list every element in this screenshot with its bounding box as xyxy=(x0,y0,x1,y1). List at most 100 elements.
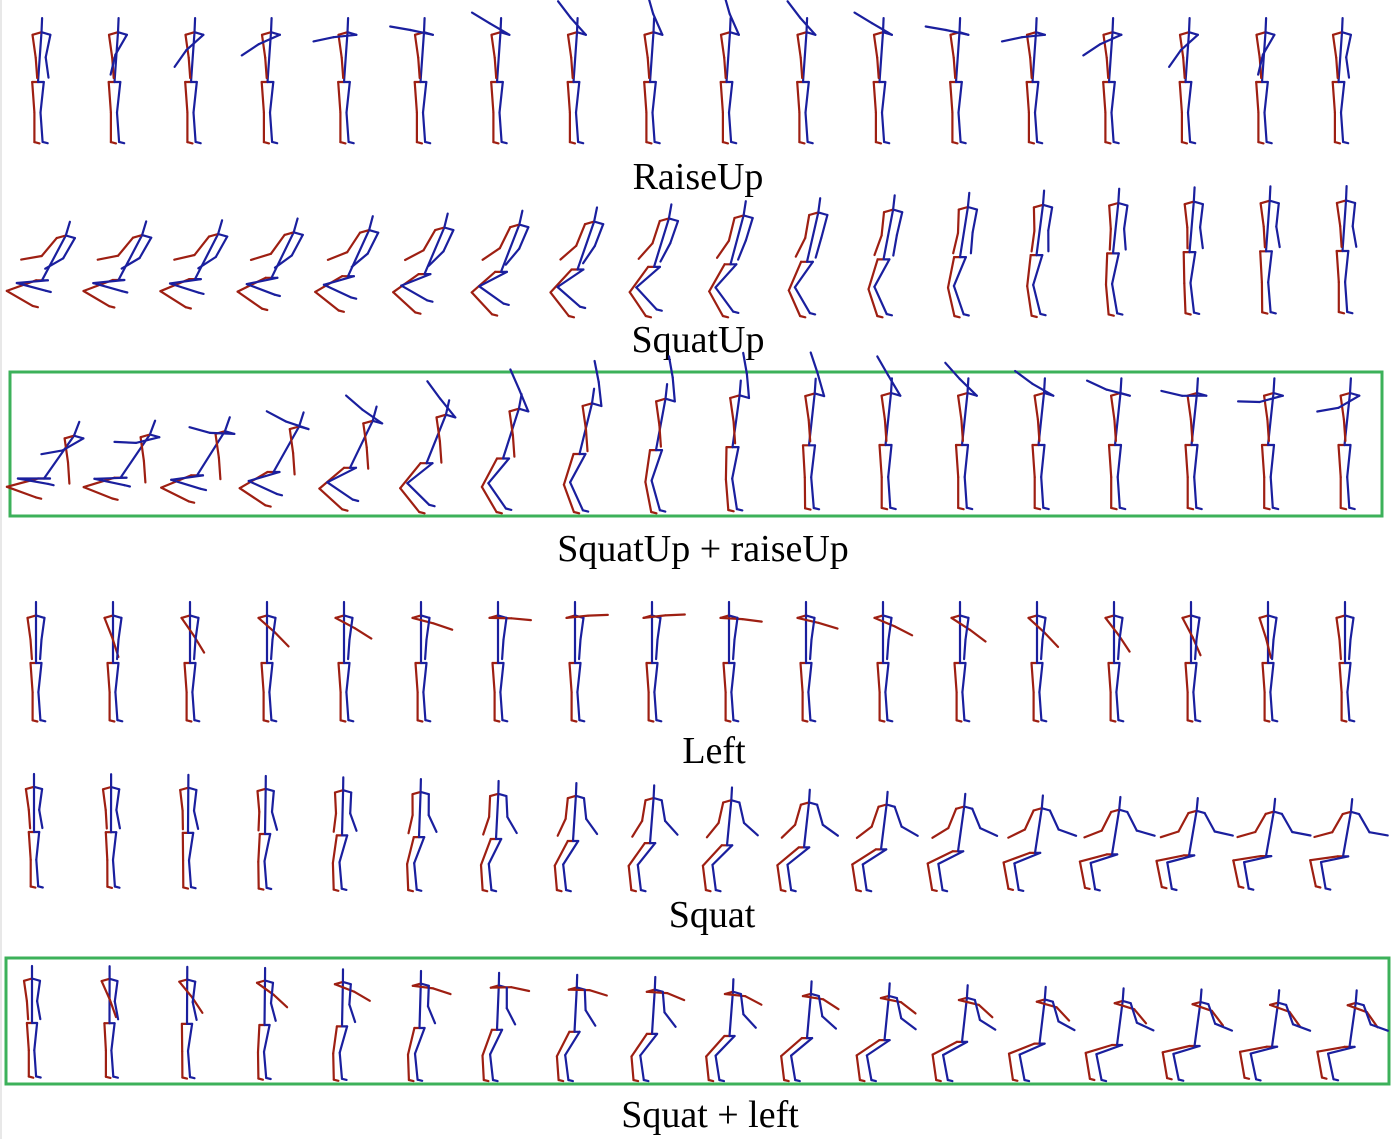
left-clavicle xyxy=(957,205,970,211)
right-thigh xyxy=(187,831,195,862)
head xyxy=(1199,988,1203,1004)
right-foot xyxy=(502,302,510,306)
left-upper-arm xyxy=(1335,616,1341,641)
right-clavicle xyxy=(1121,999,1132,1005)
left-clavicle xyxy=(1335,199,1348,205)
left-thigh xyxy=(954,443,960,479)
right-shin xyxy=(338,861,343,890)
right-clavicle xyxy=(728,31,741,36)
left-foot xyxy=(1109,719,1117,723)
left-thigh xyxy=(470,270,497,294)
right-foot xyxy=(504,507,513,511)
left-foot xyxy=(858,1078,866,1083)
left-thigh xyxy=(413,80,418,114)
right-thigh xyxy=(39,80,45,114)
right-clavicle xyxy=(64,234,77,240)
right-shin xyxy=(1242,861,1250,890)
left-upper-arm xyxy=(1023,809,1035,831)
left-foot xyxy=(779,888,787,893)
right-foot xyxy=(889,506,897,511)
left-clavicle xyxy=(719,31,732,36)
right-foot xyxy=(1112,140,1120,145)
right-thigh xyxy=(114,661,120,694)
right-foot xyxy=(193,718,201,723)
spine xyxy=(648,796,655,845)
left-clavicle xyxy=(1331,31,1344,36)
head xyxy=(1111,17,1115,34)
left-forearm xyxy=(264,56,268,80)
left-upper-arm xyxy=(1268,1003,1291,1014)
right-clavicle xyxy=(653,988,664,993)
right-clavicle xyxy=(813,392,826,398)
left-upper-arm xyxy=(180,616,196,638)
spine xyxy=(1184,31,1191,84)
right-thigh xyxy=(413,835,426,865)
right-foot xyxy=(340,887,348,892)
left-forearm xyxy=(1159,830,1180,839)
left-clavicle xyxy=(1339,391,1352,397)
right-forearm xyxy=(113,1000,120,1021)
spine xyxy=(576,220,596,271)
spine xyxy=(1038,998,1046,1045)
left-clavicle xyxy=(1102,31,1114,36)
right-thigh xyxy=(35,830,41,861)
skeleton-frame-14 xyxy=(1007,985,1076,1083)
right-upper-arm xyxy=(138,236,153,260)
left-foot xyxy=(930,888,938,893)
right-forearm xyxy=(742,1013,757,1029)
left-upper-arm xyxy=(63,437,70,464)
left-shin xyxy=(160,486,190,503)
right-upper-arm xyxy=(518,226,530,250)
right-upper-arm xyxy=(257,33,281,46)
left-forearm xyxy=(559,244,578,261)
skeleton-frame-5 xyxy=(312,17,358,145)
spine xyxy=(36,31,43,84)
left-upper-arm xyxy=(581,404,588,431)
left-foot xyxy=(490,313,499,317)
skeleton-sequence-squat-left xyxy=(22,964,1389,1083)
right-shin xyxy=(576,690,581,722)
right-forearm xyxy=(44,257,65,270)
left-foot xyxy=(415,141,424,145)
skeleton-frame-14 xyxy=(1013,369,1055,511)
right-foot xyxy=(188,1075,196,1080)
right-upper-arm xyxy=(1020,33,1047,39)
caption-squat: Squat xyxy=(669,894,756,936)
head xyxy=(1349,797,1354,813)
left-forearm xyxy=(1313,831,1334,839)
skeleton-frame-12 xyxy=(851,790,919,893)
spine xyxy=(499,223,521,273)
head xyxy=(807,788,811,804)
left-forearm xyxy=(1055,1006,1071,1022)
left-foot xyxy=(1320,1076,1328,1080)
left-forearm xyxy=(744,995,763,1006)
right-thigh xyxy=(574,80,581,114)
spine xyxy=(501,407,521,460)
left-upper-arm xyxy=(1339,394,1346,421)
right-foot xyxy=(271,140,279,145)
right-thigh xyxy=(1326,1045,1356,1055)
right-upper-arm xyxy=(426,984,430,1008)
right-shin xyxy=(957,111,962,143)
skeleton-frame-4 xyxy=(257,600,290,723)
left-foot xyxy=(1180,141,1189,145)
right-clavicle xyxy=(889,391,902,397)
right-foot xyxy=(806,140,814,145)
right-thigh xyxy=(880,80,887,114)
left-upper-arm xyxy=(178,980,194,999)
right-foot xyxy=(117,140,126,145)
left-thigh xyxy=(644,449,652,484)
head xyxy=(148,419,157,436)
left-shin xyxy=(406,1053,410,1082)
left-upper-arm xyxy=(435,416,441,443)
left-forearm xyxy=(272,993,289,1009)
right-shin xyxy=(937,862,944,892)
right-foot xyxy=(729,140,738,145)
right-foot xyxy=(426,299,434,303)
skeleton-frame-3 xyxy=(178,965,204,1080)
skeleton-frame-12 xyxy=(855,982,917,1083)
right-thigh xyxy=(651,80,657,114)
caption-squatup-raiseup: SquatUp + raiseUp xyxy=(557,528,849,570)
left-forearm xyxy=(658,424,663,448)
right-forearm xyxy=(1057,1020,1076,1032)
